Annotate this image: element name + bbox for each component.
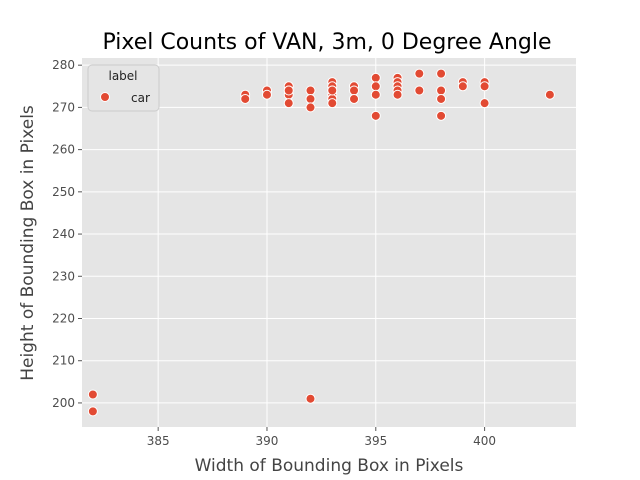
data-point [370,72,381,83]
y-axis-ticks: 200 210 220 230 240 250 260 270 280 [52,58,82,410]
x-tick-label: 390 [256,434,279,448]
x-tick-label: 385 [147,434,170,448]
x-axis-label: Width of Bounding Box in Pixels [195,456,464,476]
y-axis-label: Height of Bounding Box in Pixels [18,105,38,381]
y-tick-label: 220 [52,311,75,325]
data-point [305,393,316,404]
data-point [436,68,447,79]
y-tick-label: 230 [52,269,75,283]
data-point [87,389,98,400]
data-points [87,68,555,417]
data-point [305,85,316,96]
data-point [327,85,338,96]
legend: label car [87,64,160,112]
legend-title: label [108,69,137,83]
plot-area [82,58,576,427]
data-point [436,85,447,96]
data-point [370,110,381,121]
x-tick-label: 395 [364,434,387,448]
data-point [436,110,447,121]
y-tick-label: 200 [52,396,75,410]
data-point [479,81,490,92]
data-point [457,81,468,92]
data-point [370,89,381,100]
data-point [370,81,381,92]
data-point [240,93,251,104]
data-point [305,102,316,113]
data-point [544,89,555,100]
data-point [479,98,490,109]
data-point [392,89,403,100]
legend-marker-car [100,92,110,102]
chart-title: Pixel Counts of VAN, 3m, 0 Degree Angle [102,30,551,55]
y-tick-label: 240 [52,227,75,241]
data-point [283,98,294,109]
data-point [349,93,360,104]
x-tick-label: 400 [473,434,496,448]
y-tick-label: 210 [52,354,75,368]
y-tick-label: 250 [52,185,75,199]
data-point [261,89,272,100]
y-tick-label: 270 [52,100,75,114]
data-point [305,93,316,104]
data-point [349,85,360,96]
data-point [436,93,447,104]
y-tick-label: 260 [52,143,75,157]
legend-label-car: car [131,91,150,105]
data-point [414,85,425,96]
x-axis-ticks: 385 390 395 400 [147,427,496,448]
y-tick-label: 280 [52,58,75,72]
data-point [414,68,425,79]
data-point [283,85,294,96]
data-point [327,98,338,109]
data-point [87,406,98,417]
